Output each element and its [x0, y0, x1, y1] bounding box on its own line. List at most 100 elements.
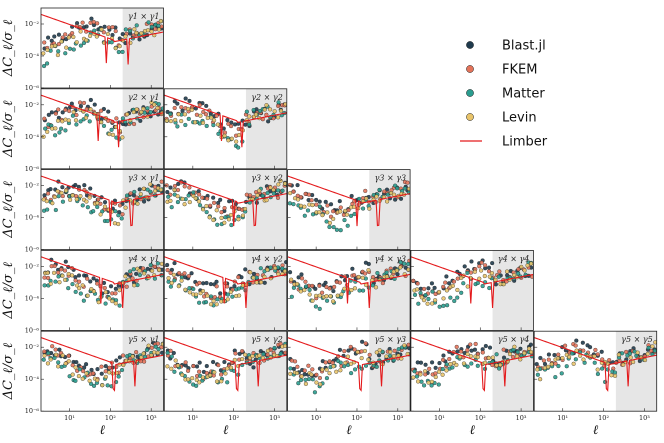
point-matter — [291, 202, 296, 207]
point-levin — [107, 132, 112, 137]
point-fkem — [649, 348, 654, 353]
point-levin — [214, 208, 219, 213]
point-levin — [186, 106, 191, 112]
point-levin — [529, 261, 534, 266]
point-fkem — [230, 205, 235, 210]
point-fkem — [91, 19, 96, 25]
point-fkem — [120, 353, 126, 358]
point-matter — [144, 347, 150, 353]
point-blastjl — [441, 353, 446, 358]
point-levin — [264, 198, 269, 203]
point-matter — [208, 294, 214, 299]
point-levin — [84, 38, 89, 43]
x-tick-label: 10³ — [516, 414, 527, 422]
panel-label: γ5 × γ2 — [251, 335, 283, 344]
point-blastjl — [377, 353, 382, 358]
point-levin — [253, 112, 259, 117]
x-axis-label: ℓ — [593, 423, 599, 438]
point-levin — [406, 267, 411, 272]
point-levin — [56, 364, 61, 369]
point-levin — [190, 376, 195, 381]
point-blastjl — [587, 345, 593, 350]
panel-frame — [163, 330, 288, 412]
point-matter — [63, 128, 68, 133]
point-fkem — [194, 112, 199, 117]
point-matter — [109, 40, 114, 45]
point-levin — [194, 292, 199, 297]
point-fkem — [214, 284, 219, 289]
point-matter — [244, 109, 249, 114]
point-fkem — [191, 363, 196, 369]
point-matter — [310, 377, 315, 382]
point-levin — [78, 29, 83, 34]
point-fkem — [172, 105, 177, 111]
point-blastjl — [88, 186, 93, 191]
point-levin — [560, 356, 565, 361]
point-fkem — [303, 191, 308, 196]
point-matter — [327, 224, 332, 230]
point-matter — [95, 204, 100, 210]
point-fkem — [225, 284, 230, 289]
point-fkem — [607, 358, 612, 363]
point-blastjl — [528, 342, 533, 347]
point-blastjl — [360, 339, 365, 344]
point-levin — [302, 204, 307, 209]
point-matter — [60, 199, 66, 204]
point-matter — [116, 374, 121, 379]
point-blastjl — [432, 285, 437, 290]
point-levin — [251, 275, 256, 280]
point-levin — [342, 286, 347, 291]
legend-label: Limber — [502, 135, 548, 150]
point-matter — [203, 300, 209, 305]
point-matter — [334, 227, 339, 232]
point-levin — [522, 268, 527, 273]
point-levin — [59, 190, 64, 195]
point-levin — [367, 206, 372, 211]
point-blastjl — [63, 259, 68, 264]
point-matter — [81, 298, 86, 303]
point-matter — [73, 378, 78, 383]
point-levin — [236, 132, 242, 138]
point-levin — [132, 283, 137, 288]
point-matter — [59, 126, 64, 131]
point-blastjl — [429, 281, 435, 286]
point-fkem — [473, 341, 478, 347]
point-levin — [362, 348, 368, 354]
point-levin — [226, 138, 231, 143]
point-levin — [324, 294, 329, 299]
point-levin — [298, 203, 303, 208]
point-fkem — [70, 363, 75, 368]
y-tick-label: 10⁻⁶ — [25, 165, 40, 173]
point-levin — [294, 371, 300, 376]
point-matter — [41, 63, 47, 69]
point-levin — [275, 115, 281, 120]
point-fkem — [240, 349, 245, 354]
point-levin — [494, 363, 499, 368]
point-levin — [628, 355, 633, 360]
point-fkem — [265, 352, 270, 357]
point-fkem — [624, 349, 629, 354]
point-levin — [95, 378, 100, 383]
point-levin — [234, 139, 239, 144]
point-matter — [357, 196, 362, 201]
point-levin — [165, 364, 170, 369]
point-levin — [472, 269, 477, 274]
point-matter — [230, 294, 235, 299]
point-fkem — [314, 372, 319, 377]
panel-label: γ5 × γ4 — [498, 335, 530, 344]
point-matter — [342, 218, 347, 223]
point-matter — [215, 222, 220, 227]
point-fkem — [228, 124, 234, 129]
point-fkem — [141, 266, 146, 271]
point-fkem — [541, 358, 546, 363]
point-matter — [175, 124, 180, 129]
limber-line — [287, 175, 411, 227]
point-levin — [331, 299, 336, 304]
point-blastjl — [82, 183, 87, 188]
point-levin — [137, 268, 142, 273]
point-blastjl — [89, 367, 94, 373]
legend-blastjl: Blast.jl — [466, 39, 546, 54]
point-fkem — [197, 280, 202, 285]
point-matter — [348, 213, 354, 218]
point-levin — [208, 302, 214, 307]
